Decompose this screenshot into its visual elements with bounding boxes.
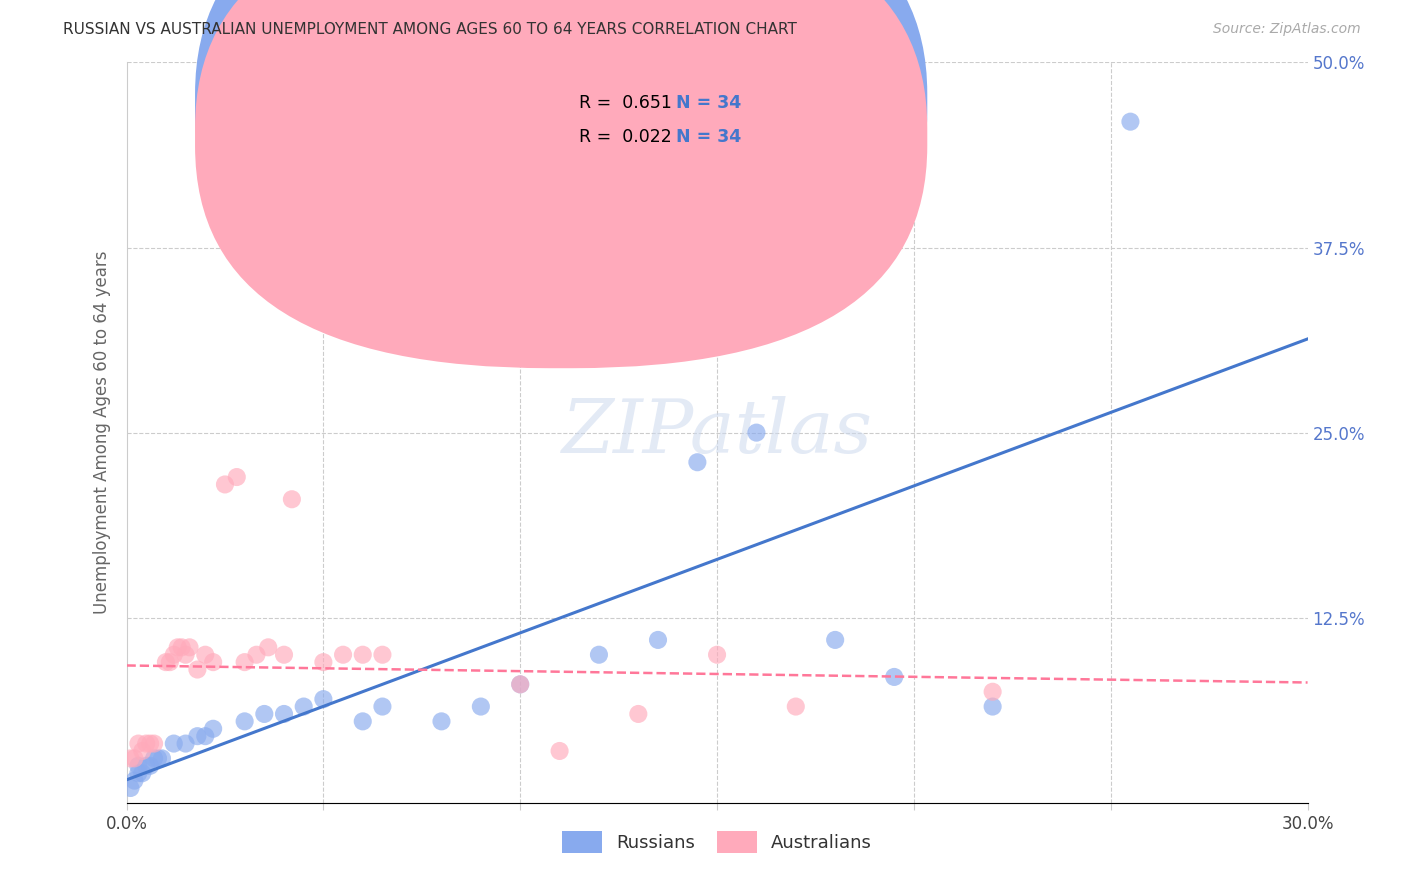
Text: N = 34: N = 34 — [676, 95, 741, 112]
Point — [174, 737, 197, 751]
Point — [245, 648, 267, 662]
Point — [146, 751, 169, 765]
FancyBboxPatch shape — [195, 0, 928, 368]
Point — [352, 714, 374, 729]
Point — [179, 640, 201, 655]
Point — [292, 699, 315, 714]
Point — [371, 699, 394, 714]
Point — [150, 751, 173, 765]
Point — [166, 640, 188, 655]
Point — [155, 655, 177, 669]
FancyBboxPatch shape — [529, 78, 806, 166]
Point — [124, 751, 146, 765]
Point — [883, 670, 905, 684]
Point — [120, 751, 142, 765]
Point — [273, 706, 295, 721]
Point — [312, 692, 335, 706]
Point — [163, 648, 186, 662]
Point — [332, 648, 354, 662]
Point — [233, 714, 256, 729]
Point — [139, 758, 162, 772]
Text: N = 34: N = 34 — [676, 128, 741, 146]
Text: RUSSIAN VS AUSTRALIAN UNEMPLOYMENT AMONG AGES 60 TO 64 YEARS CORRELATION CHART: RUSSIAN VS AUSTRALIAN UNEMPLOYMENT AMONG… — [63, 22, 797, 37]
Point — [127, 766, 149, 780]
Point — [627, 706, 650, 721]
Point — [509, 677, 531, 691]
Point — [647, 632, 669, 647]
Point — [470, 699, 492, 714]
Point — [170, 640, 193, 655]
Point — [745, 425, 768, 440]
FancyBboxPatch shape — [195, 0, 928, 334]
Point — [233, 655, 256, 669]
Point — [253, 706, 276, 721]
Point — [273, 648, 295, 662]
Point — [214, 477, 236, 491]
Point — [174, 648, 197, 662]
Point — [785, 307, 807, 321]
Point — [981, 699, 1004, 714]
Point — [186, 663, 208, 677]
Point — [509, 677, 531, 691]
Point — [548, 744, 571, 758]
Point — [785, 699, 807, 714]
Point — [120, 780, 142, 795]
Point — [194, 648, 217, 662]
Text: ZIPatlas: ZIPatlas — [561, 396, 873, 469]
Point — [124, 773, 146, 788]
Point — [135, 737, 157, 751]
Point — [352, 648, 374, 662]
Legend: Russians, Australians: Russians, Australians — [555, 824, 879, 861]
Text: R =  0.022: R = 0.022 — [579, 128, 672, 146]
Point — [430, 714, 453, 729]
Point — [127, 737, 149, 751]
Point — [981, 685, 1004, 699]
Point — [194, 729, 217, 743]
Point — [139, 737, 162, 751]
Point — [143, 737, 166, 751]
Point — [159, 655, 181, 669]
Point — [824, 632, 846, 647]
Point — [706, 648, 728, 662]
Point — [143, 751, 166, 765]
Point — [131, 766, 153, 780]
Point — [371, 648, 394, 662]
Y-axis label: Unemployment Among Ages 60 to 64 years: Unemployment Among Ages 60 to 64 years — [93, 251, 111, 615]
Point — [131, 744, 153, 758]
Point — [281, 492, 304, 507]
Point — [312, 655, 335, 669]
Point — [257, 640, 280, 655]
Point — [135, 758, 157, 772]
Point — [127, 758, 149, 772]
Point — [225, 470, 247, 484]
Point — [186, 729, 208, 743]
Point — [686, 455, 709, 469]
Point — [588, 648, 610, 662]
Point — [202, 722, 225, 736]
Text: R =  0.651: R = 0.651 — [579, 95, 672, 112]
Point — [163, 737, 186, 751]
Point — [202, 655, 225, 669]
Point — [1119, 114, 1142, 128]
Text: Source: ZipAtlas.com: Source: ZipAtlas.com — [1213, 22, 1361, 37]
